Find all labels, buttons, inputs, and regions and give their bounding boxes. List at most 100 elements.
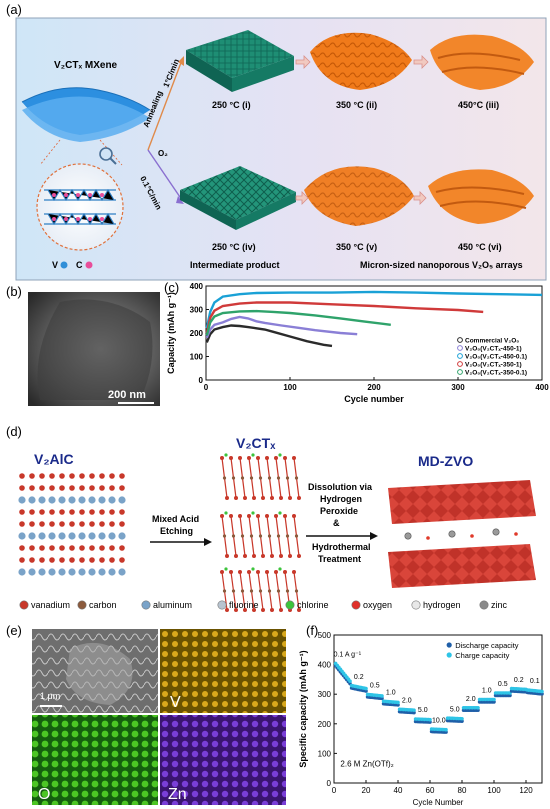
rate-label: 0.5 [370,683,380,690]
panel-a: (a) V₂CTₓ MXene V [6,2,547,281]
aluminum-atom [38,568,46,576]
rate-step-0: 0.1 A g⁻¹ [334,652,362,686]
aluminum-atom [48,568,56,576]
y-tick-label: 200 [190,329,204,338]
vanadium-atom [89,473,95,479]
vanadium-atom [49,557,55,563]
y-tick-label: 400 [190,282,204,291]
aluminum-atom [88,496,96,504]
carbon-atom [240,589,245,593]
aluminum-atom [58,568,66,576]
x-tick-label: 100 [283,383,297,392]
chlorine-atom [224,511,228,515]
y-axis-label: Specific capacity (mAh g⁻¹) [298,650,308,767]
rate-label: 2.0 [402,697,412,704]
sem-scale-label: 1 μm [40,691,60,701]
vanadium-atom [79,509,85,515]
vanadium-atom [99,509,105,515]
vanadium-atom [225,554,229,558]
legend-label-oxygen: oxygen [363,600,392,610]
x-tick-label: 60 [426,786,435,795]
mxene-atomic-lens [36,163,124,251]
vanadium-atom [59,521,65,527]
vanadium-atom [19,545,25,551]
y-tick-label: 500 [318,631,332,640]
vanadium-atom [29,557,35,563]
vanadium-atom [238,514,242,518]
carbon-atom [294,589,299,593]
vanadium-atom [49,545,55,551]
label-450-vi: 450 °C (vi) [458,242,502,252]
vanadium-atom [261,554,265,558]
vanadium-atom [265,456,269,460]
carbon-atom [258,476,263,480]
vanadium-atom [292,514,296,518]
rate-step-7: 5.0 [445,706,464,723]
vanadium-atom [279,608,283,612]
x-tick-label: 300 [451,383,465,392]
vanadium-atom [89,545,95,551]
x-tick-label: 0 [204,383,209,392]
panel-b: (b) 200 nm [6,284,160,406]
legend-entry: Discharge capacity [455,641,519,650]
carbon-atom [267,476,272,480]
charge-point [460,716,464,721]
vanadium-atom [59,545,65,551]
vanadium-atom [19,485,25,491]
v2alc-lattice [18,473,126,576]
vanadium-atom [220,456,224,460]
legend-entry: Charge capacity [455,651,509,660]
x-tick-label: 100 [487,786,501,795]
rate-label: 0.2 [514,677,524,684]
vanadium-atom [297,554,301,558]
vanadium-atom [270,496,274,500]
x-tick-label: 80 [458,786,467,795]
eds-map-zn-label: Zn [168,786,187,803]
arrow-dissolution [306,532,378,540]
vanadium-atom [261,608,265,612]
charge-point [476,706,480,710]
panel-f-label: (f) [306,623,318,638]
y-tick-label: 100 [190,353,204,362]
vanadium-atom [29,485,35,491]
rate-step-9: 1.0 [477,688,496,704]
arrow2-line5: Hydrothermal [312,542,371,552]
series-0 [205,324,333,348]
legend-label-aluminum: aluminum [153,600,192,610]
title-v2ctx: V₂CTₓ [236,435,276,451]
vanadium-atom [99,557,105,563]
vanadium-atom [225,496,229,500]
aluminum-atom [108,496,116,504]
aluminum-atom [108,532,116,540]
carbon-atom [267,534,272,538]
vanadium-atom [89,521,95,527]
label-350-v: 350 °C (v) [336,242,377,252]
panel-e-label: (e) [6,623,22,638]
series-3 [205,301,484,334]
vanadium-atom [89,557,95,563]
vanadium-atom [69,473,75,479]
vanadium-atom [256,514,260,518]
aluminum-atom [18,532,26,540]
vanadium-atom [243,554,247,558]
vanadium-atom [229,514,233,518]
rate-label: 0.1 A g⁻¹ [334,652,362,659]
label-250-i: 250 °C (i) [212,100,251,110]
legend-entry: V₂O₅(V₂CTₓ-450-0.1) [465,354,527,361]
plot-frame [333,634,543,784]
aluminum-atom [68,568,76,576]
panel-a-label: (a) [6,2,22,17]
legend-v-label: V [52,260,58,270]
vanadium-atom [119,509,125,515]
vanadium-atom [119,545,125,551]
vanadium-atom [283,514,287,518]
arrow2-line3: Peroxide [320,506,358,516]
vanadium-atom [234,554,238,558]
vanadium-atom [49,509,55,515]
aluminum-atom [38,496,46,504]
vanadium-atom [243,496,247,500]
vanadium-atom [247,514,251,518]
vanadium-atom [234,608,238,612]
arrow1-line1: Mixed Acid [152,514,199,524]
aluminum-atom [28,496,36,504]
